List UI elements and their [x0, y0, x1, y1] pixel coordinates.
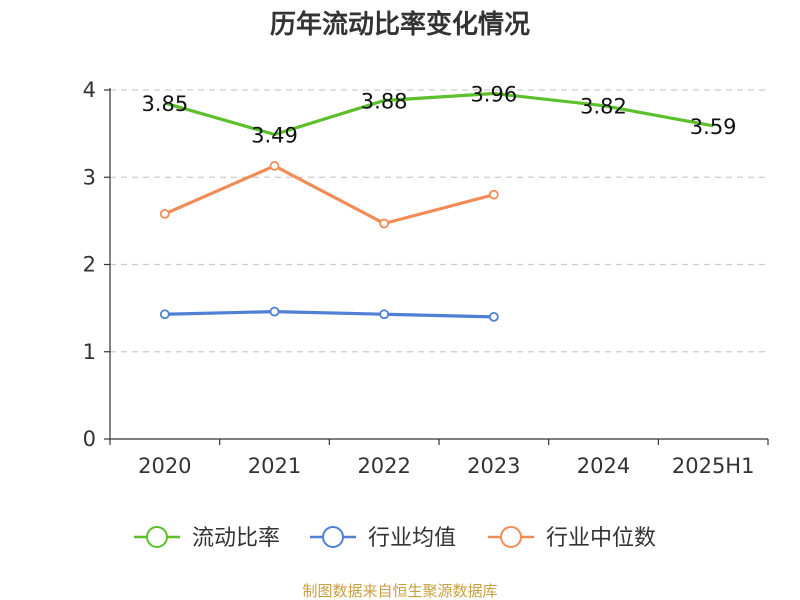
- x-tick-label: 2024: [577, 454, 630, 478]
- data-label: 3.82: [580, 95, 627, 119]
- series-1: [159, 306, 499, 322]
- axes: 0 1 2 3 4 2020 2021 2022 2023 2024 2025H1: [83, 78, 769, 478]
- legend: 流动比率 行业均值 行业中位数: [134, 526, 656, 551]
- legend-marker: [146, 526, 168, 548]
- legend-label: 流动比率: [192, 526, 280, 551]
- data-point: [159, 208, 170, 219]
- series-0: [164, 91, 714, 137]
- x-tick-label: 2025H1: [672, 454, 755, 478]
- legend-item: 流动比率: [134, 526, 280, 551]
- legend-label: 行业均值: [368, 526, 456, 551]
- legend-label: 行业中位数: [546, 526, 656, 551]
- data-point: [379, 309, 390, 320]
- legend-marker: [500, 526, 522, 548]
- data-labels: 3.85 3.49 3.88 3.96 3.82 3.59: [141, 82, 736, 147]
- data-point: [269, 161, 280, 171]
- data-point: [488, 189, 499, 200]
- data-label: 3.59: [690, 115, 737, 139]
- y-tick-label: 4: [83, 78, 96, 102]
- x-tick-label: 2022: [357, 454, 410, 478]
- data-label: 3.96: [470, 82, 517, 106]
- data-label: 3.88: [361, 89, 408, 113]
- data-label: 3.49: [251, 123, 298, 147]
- chart-title: 历年流动比率变化情况: [270, 9, 530, 40]
- series-line: [164, 91, 714, 137]
- y-tick-label: 1: [83, 340, 96, 364]
- series-layer: [159, 91, 714, 322]
- series-line: [164, 310, 494, 319]
- x-tick-label: 2023: [467, 454, 520, 478]
- legend-marker: [322, 526, 344, 548]
- source-note: 制图数据来自恒生聚源数据库: [302, 582, 497, 600]
- series-2: [159, 161, 499, 229]
- series-line: [164, 164, 495, 226]
- y-tick-label: 2: [83, 253, 96, 277]
- data-label: 3.85: [141, 92, 188, 116]
- data-point: [379, 218, 390, 229]
- y-tick-label: 3: [83, 165, 96, 189]
- data-point: [159, 309, 170, 320]
- x-tick-label: 2020: [138, 454, 191, 478]
- legend-item: 行业均值: [310, 526, 456, 551]
- data-point: [488, 311, 499, 322]
- x-tick-label: 2021: [248, 454, 301, 478]
- legend-item: 行业中位数: [488, 526, 656, 551]
- data-point: [269, 306, 280, 317]
- y-tick-label: 0: [83, 427, 96, 451]
